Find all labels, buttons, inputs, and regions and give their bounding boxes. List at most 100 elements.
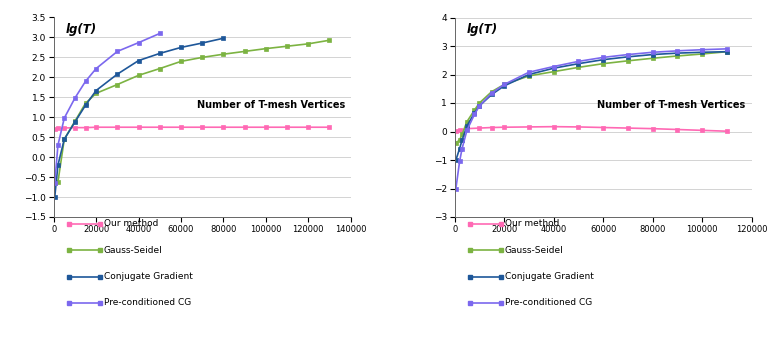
Gauss-Seidel	[176, 59, 186, 63]
Conjugate Gradient	[549, 66, 558, 70]
Pre-conditioned CG	[455, 159, 464, 163]
Conjugate Gradient	[71, 120, 80, 124]
Our method	[451, 129, 460, 133]
Line: Pre-conditioned CG: Pre-conditioned CG	[453, 47, 729, 191]
Conjugate Gradient	[723, 50, 732, 54]
Gauss-Seidel	[262, 47, 271, 51]
Our method	[525, 125, 534, 129]
Pre-conditioned CG	[155, 32, 164, 36]
Text: Number of T-mesh Vertices: Number of T-mesh Vertices	[196, 100, 344, 110]
Conjugate Gradient	[455, 147, 464, 151]
Our method	[723, 129, 732, 133]
Pre-conditioned CG	[723, 47, 732, 51]
Gauss-Seidel	[325, 38, 334, 42]
Conjugate Gradient	[624, 55, 633, 59]
Our method	[499, 125, 509, 129]
Gauss-Seidel	[463, 119, 472, 124]
Gauss-Seidel	[282, 44, 291, 48]
Pre-conditioned CG	[81, 79, 90, 83]
Pre-conditioned CG	[549, 64, 558, 69]
Our method	[71, 126, 80, 130]
Line: Conjugate Gradient: Conjugate Gradient	[52, 36, 225, 199]
Conjugate Gradient	[457, 138, 466, 142]
Gauss-Seidel	[81, 101, 90, 105]
Our method	[598, 125, 607, 130]
Our method	[624, 126, 633, 130]
Text: lg(T): lg(T)	[65, 23, 97, 36]
Gauss-Seidel	[499, 82, 509, 86]
Conjugate Gradient	[470, 111, 479, 115]
Gauss-Seidel	[673, 54, 682, 58]
Pre-conditioned CG	[487, 91, 496, 95]
Our method	[91, 125, 100, 129]
Conjugate Gradient	[475, 104, 484, 108]
Gauss-Seidel	[198, 55, 207, 60]
Gauss-Seidel	[71, 119, 80, 123]
Our method	[673, 127, 682, 132]
Gauss-Seidel	[113, 83, 122, 87]
Gauss-Seidel	[219, 52, 228, 56]
Pre-conditioned CG	[50, 181, 59, 185]
Gauss-Seidel	[525, 74, 534, 78]
Text: Gauss-Seidel: Gauss-Seidel	[505, 246, 563, 255]
Conjugate Gradient	[499, 84, 509, 88]
Our method	[475, 126, 484, 130]
Our method	[176, 125, 186, 129]
Gauss-Seidel	[624, 59, 633, 63]
Our method	[325, 125, 334, 129]
Our method	[81, 126, 90, 130]
Line: Gauss-Seidel: Gauss-Seidel	[453, 49, 729, 145]
Gauss-Seidel	[470, 108, 479, 112]
Conjugate Gradient	[50, 195, 59, 199]
Our method	[648, 127, 657, 131]
Gauss-Seidel	[60, 137, 69, 141]
Our method	[219, 125, 228, 129]
Conjugate Gradient	[463, 124, 472, 128]
Gauss-Seidel	[240, 49, 249, 54]
Conjugate Gradient	[525, 72, 534, 77]
Gauss-Seidel	[487, 90, 496, 94]
Our method	[304, 125, 313, 129]
Text: Pre-conditioned CG: Pre-conditioned CG	[505, 298, 592, 307]
Conjugate Gradient	[198, 41, 207, 45]
Conjugate Gradient	[451, 158, 460, 162]
Text: Gauss-Seidel: Gauss-Seidel	[104, 246, 163, 255]
Text: Conjugate Gradient: Conjugate Gradient	[505, 272, 594, 281]
Conjugate Gradient	[60, 137, 69, 141]
Conjugate Gradient	[176, 45, 186, 49]
Gauss-Seidel	[723, 50, 732, 54]
Pre-conditioned CG	[624, 52, 633, 57]
Pre-conditioned CG	[673, 49, 682, 53]
Pre-conditioned CG	[648, 50, 657, 54]
Gauss-Seidel	[134, 73, 143, 77]
Gauss-Seidel	[155, 66, 164, 71]
Our method	[240, 125, 249, 129]
Pre-conditioned CG	[60, 116, 69, 120]
Our method	[549, 125, 558, 129]
Line: Pre-conditioned CG: Pre-conditioned CG	[52, 31, 162, 186]
Gauss-Seidel	[50, 181, 59, 185]
Pre-conditioned CG	[475, 104, 484, 108]
Pre-conditioned CG	[451, 187, 460, 191]
Line: Our method: Our method	[52, 125, 332, 132]
Our method	[54, 126, 63, 131]
Conjugate Gradient	[91, 89, 100, 93]
Our method	[50, 127, 59, 131]
Pre-conditioned CG	[457, 147, 466, 151]
Conjugate Gradient	[219, 36, 228, 40]
Pre-conditioned CG	[697, 48, 706, 52]
Pre-conditioned CG	[574, 59, 583, 63]
Pre-conditioned CG	[463, 128, 472, 132]
Our method	[155, 125, 164, 129]
Line: Conjugate Gradient: Conjugate Gradient	[453, 49, 729, 162]
Conjugate Gradient	[648, 52, 657, 57]
Pre-conditioned CG	[470, 112, 479, 117]
Gauss-Seidel	[91, 91, 100, 96]
Text: lg(T): lg(T)	[466, 23, 498, 36]
Pre-conditioned CG	[134, 41, 143, 45]
Pre-conditioned CG	[71, 96, 80, 100]
Our method	[262, 125, 271, 129]
Gauss-Seidel	[304, 42, 313, 46]
Pre-conditioned CG	[91, 66, 100, 71]
Conjugate Gradient	[673, 51, 682, 55]
